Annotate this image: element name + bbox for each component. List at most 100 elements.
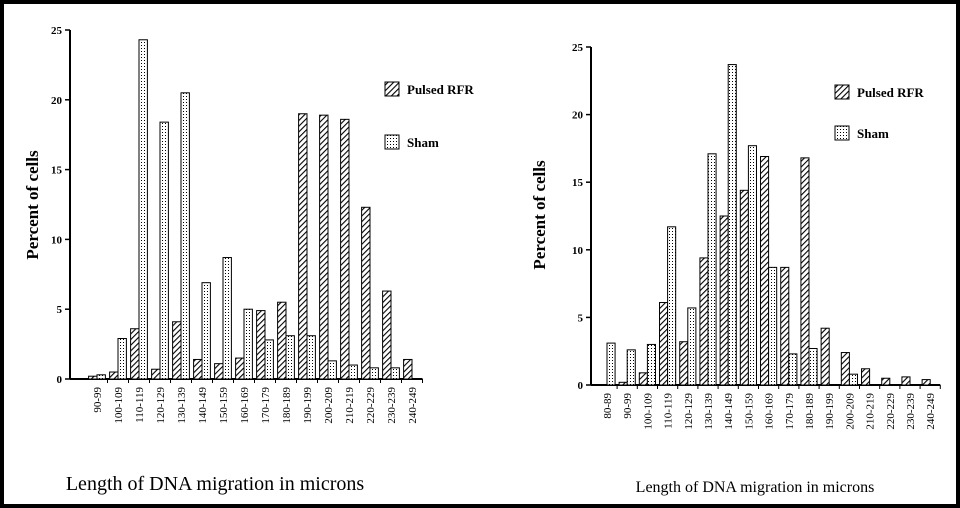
x-tick-label: 170-179 (784, 393, 796, 430)
bar (390, 367, 400, 380)
x-tick-label: 140-149 (723, 393, 735, 430)
bar (861, 368, 871, 386)
bar (180, 92, 190, 380)
legend-swatch (834, 125, 850, 141)
legend-swatch (834, 84, 850, 100)
x-tick-label: 100-109 (642, 393, 654, 430)
bar (138, 39, 148, 380)
x-tick-label: 160-169 (764, 393, 776, 430)
bar (667, 226, 677, 386)
x-tick-label: 230-239 (905, 393, 917, 430)
y-tick-label: 10 (572, 245, 584, 257)
bar (109, 371, 119, 380)
bar (727, 64, 737, 386)
bar (808, 347, 818, 386)
bar (172, 321, 182, 380)
x-tick-label: 90-99 (622, 393, 634, 419)
bar (687, 307, 697, 386)
bar (606, 342, 616, 386)
x-tick-label: 210-219 (865, 393, 877, 430)
bar (327, 360, 337, 380)
bar (277, 301, 287, 380)
bar (159, 121, 169, 380)
bar (800, 157, 810, 386)
bar (646, 343, 656, 386)
bar (739, 189, 749, 386)
x-tick-label: 190-199 (824, 393, 836, 430)
x-tick-label: 110-119 (134, 387, 146, 423)
bar (679, 341, 689, 386)
x-tick-label: 110-119 (663, 393, 675, 429)
bar (117, 338, 127, 380)
bar (361, 206, 371, 380)
y-tick-label: 5 (57, 304, 63, 316)
x-tick-label: 80-89 (602, 393, 614, 419)
bar (626, 349, 636, 386)
x-tick-label: 190-199 (302, 387, 314, 424)
legend-label: Pulsed RFR (857, 85, 924, 100)
bar (298, 113, 308, 380)
bar (243, 308, 253, 380)
x-tick-label: 150-159 (743, 393, 755, 430)
bar (151, 368, 161, 380)
x-tick-label: 120-129 (155, 387, 167, 424)
x-tick-label: 180-189 (804, 393, 816, 430)
bar (348, 364, 358, 380)
legend-swatch (384, 134, 400, 150)
bar (659, 302, 669, 386)
bar (193, 358, 203, 380)
x-tick-label: 220-229 (365, 387, 377, 424)
bar (618, 381, 628, 386)
bar (780, 266, 790, 386)
bar (747, 145, 757, 386)
x-tick-label: 220-229 (885, 393, 897, 430)
bar (130, 328, 140, 380)
bar (921, 379, 931, 386)
x-tick-label: 150-159 (218, 387, 230, 424)
x-tick-label: 170-179 (260, 387, 272, 424)
bar (707, 153, 717, 386)
bar (235, 357, 245, 380)
bar (760, 156, 770, 386)
x-tick-label: 200-209 (844, 393, 856, 430)
bar (88, 375, 98, 380)
bar (881, 377, 891, 386)
bar (214, 363, 224, 380)
bar (285, 335, 295, 380)
x-tick-label: 120-129 (683, 393, 695, 430)
x-tick-label: 140-149 (197, 387, 209, 424)
y-axis-title: Percent of cells (530, 160, 549, 270)
y-tick-label: 25 (51, 25, 63, 37)
x-tick-label: 90-99 (92, 387, 104, 413)
x-tick-label: 230-239 (386, 387, 398, 424)
bar (848, 373, 858, 386)
x-axis-title: Length of DNA migration in microns (66, 473, 365, 495)
x-tick-label: 130-139 (176, 387, 188, 424)
x-tick-label: 180-189 (281, 387, 293, 424)
x-tick-label: 160-169 (239, 387, 251, 424)
x-tick-label: 100-109 (113, 387, 125, 424)
y-tick-label: 0 (57, 374, 63, 386)
bar (369, 367, 379, 380)
bar (788, 353, 798, 386)
bar (403, 358, 413, 380)
bar (820, 327, 830, 386)
x-tick-label: 240-249 (925, 393, 937, 430)
bar (719, 215, 729, 386)
legend-label: Sham (857, 126, 889, 141)
y-axis-title: Percent of cells (23, 150, 42, 260)
bar (96, 374, 106, 380)
bar (201, 282, 211, 380)
bar (840, 352, 850, 386)
y-tick-label: 20 (51, 95, 63, 107)
bar (901, 376, 911, 386)
bar (340, 118, 350, 380)
legend-label: Pulsed RFR (407, 82, 474, 97)
bar (319, 114, 329, 380)
x-tick-label: 200-209 (323, 387, 335, 424)
x-tick-label: 240-249 (407, 387, 419, 424)
x-tick-label: 130-139 (703, 393, 715, 430)
y-tick-label: 20 (572, 110, 584, 122)
